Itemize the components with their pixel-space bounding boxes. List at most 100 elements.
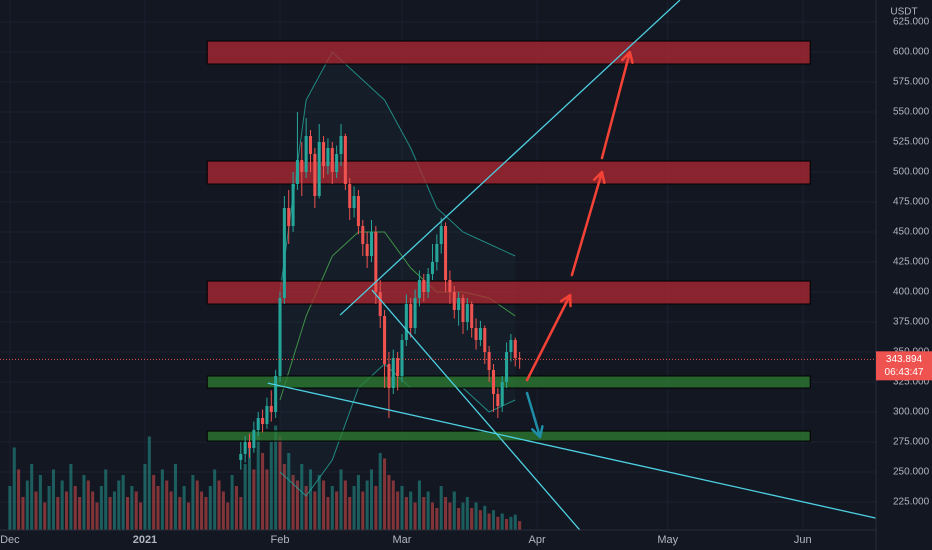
candle-body <box>295 159 299 184</box>
volume-bar <box>30 464 34 530</box>
candle-body <box>465 304 469 323</box>
candle-body <box>474 328 478 341</box>
candle-body <box>291 183 295 226</box>
candle-body <box>335 153 339 172</box>
volume-bar <box>178 497 182 530</box>
candle-body <box>374 231 378 293</box>
zone <box>206 40 811 65</box>
volume-bar <box>43 502 47 530</box>
volume-bar <box>125 497 130 530</box>
volume-bar <box>278 436 282 530</box>
volume-bar <box>505 519 509 530</box>
candle-body <box>426 274 430 293</box>
y-tick-label: 625.000 <box>893 17 930 28</box>
volume-bar <box>195 480 199 530</box>
volume-bar <box>396 491 400 530</box>
volume-bar <box>86 480 90 530</box>
volume-bar <box>91 491 95 530</box>
volume-bar <box>300 464 304 530</box>
y-tick-label: 425.000 <box>893 257 930 268</box>
trend-line <box>371 289 581 531</box>
drawings <box>0 0 877 531</box>
candle-body <box>269 406 273 413</box>
volume-bar <box>326 497 330 530</box>
volume-bar <box>461 502 465 530</box>
volume-bar <box>518 521 522 530</box>
candle-body <box>452 292 456 311</box>
volume-bar <box>322 480 326 530</box>
volume-bar <box>186 502 191 530</box>
volume-bar <box>378 453 382 530</box>
candle-body <box>252 430 256 449</box>
x-tick-label: Apr <box>528 534 545 546</box>
candle-body <box>261 418 265 425</box>
volume-bar <box>200 491 204 530</box>
candle-body <box>287 207 291 226</box>
volume-bar <box>487 513 491 530</box>
volume-bar <box>435 508 439 530</box>
candle-body <box>487 352 491 371</box>
candle-body <box>300 159 304 172</box>
y-tick-label: 550.000 <box>893 107 930 118</box>
candle-body <box>383 316 387 365</box>
candle-body <box>369 231 374 256</box>
volume-bar <box>160 469 164 530</box>
currency: USDT <box>890 7 917 18</box>
candle-body <box>509 340 513 353</box>
volume-bar <box>404 497 408 530</box>
volume-bar <box>335 491 339 530</box>
zone <box>206 375 811 389</box>
candle-body <box>304 135 308 172</box>
volume-bar <box>230 475 234 530</box>
candle-body <box>256 418 260 431</box>
price-axis <box>876 0 932 550</box>
candle-body <box>417 280 421 299</box>
volume-bar <box>182 486 186 530</box>
candle-body <box>282 207 286 299</box>
zone <box>206 160 811 185</box>
volume-bar <box>156 486 160 530</box>
y-tick-label: 400.000 <box>893 287 930 298</box>
x-tick-label: Jun <box>794 534 812 546</box>
candle-body <box>513 340 517 359</box>
volume-bar <box>339 469 343 530</box>
volume-bar <box>282 464 286 530</box>
volume-bar <box>117 480 121 530</box>
volume-bar <box>330 486 334 530</box>
last-price-label: 343.894 <box>886 354 923 365</box>
y-tick-label: 575.000 <box>893 77 930 88</box>
volume-bar <box>147 436 151 530</box>
candle-body <box>352 195 356 208</box>
candle-body <box>391 358 395 389</box>
volume-bar <box>422 497 426 530</box>
candle-body <box>496 394 500 407</box>
y-tick-label: 275.000 <box>893 437 930 448</box>
volume-bar <box>352 486 356 530</box>
volume-bar <box>95 502 99 530</box>
candle-body <box>483 328 487 353</box>
volume-bar <box>234 486 238 530</box>
arrow <box>525 391 544 439</box>
arrow <box>570 170 606 277</box>
y-tick-label: 250.000 <box>893 467 930 478</box>
volume-bar <box>261 453 265 530</box>
volume-bar <box>256 431 260 530</box>
x-tick-label: 2021 <box>133 534 157 546</box>
candle-body <box>361 225 365 244</box>
volume-bar <box>308 469 313 530</box>
y-tick-label: 500.000 <box>893 167 930 178</box>
volume-bar <box>173 464 177 530</box>
volume-bar <box>348 497 352 530</box>
y-tick-label: 475.000 <box>893 197 930 208</box>
candle-body <box>348 183 352 208</box>
volume-bar <box>304 486 308 530</box>
candles <box>239 111 522 470</box>
candle-body <box>378 292 382 317</box>
candle-body <box>396 358 400 377</box>
candle-body <box>439 225 443 244</box>
candle-body <box>243 442 247 455</box>
volume-bar <box>491 510 496 530</box>
candle-body <box>343 135 347 184</box>
volume-bar <box>457 508 461 530</box>
candle-body <box>422 280 426 293</box>
